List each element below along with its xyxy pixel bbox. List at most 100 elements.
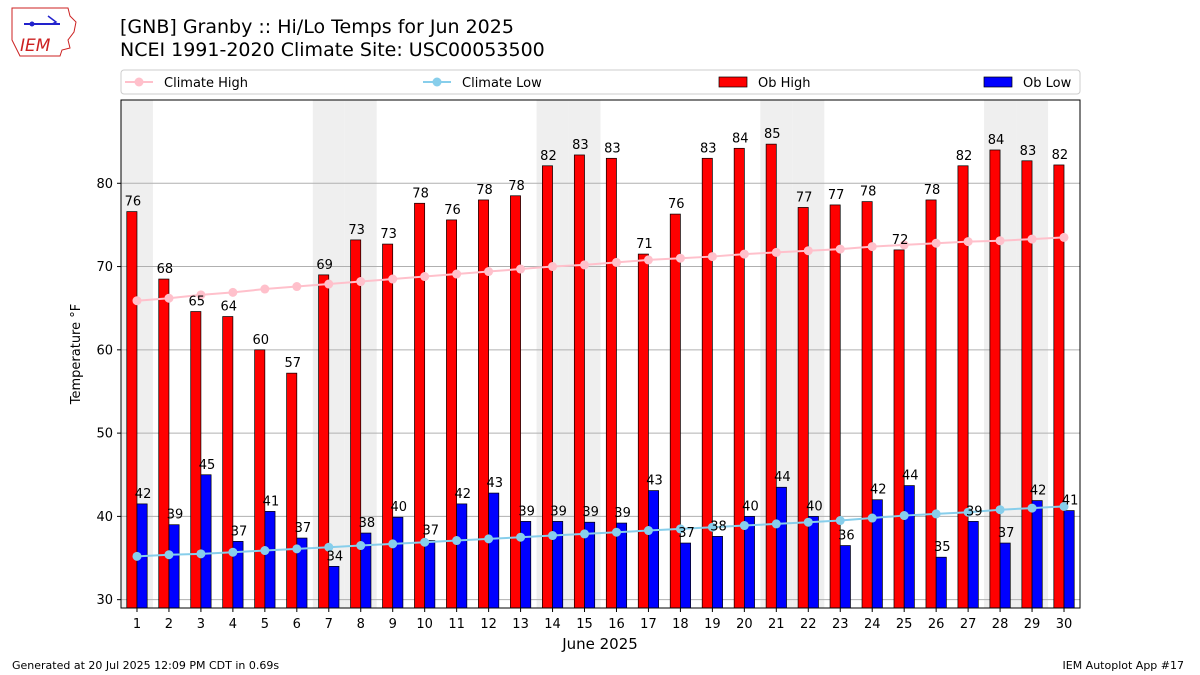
y-tick-label: 30 <box>96 593 113 608</box>
ob-high-label: 76 <box>668 197 685 212</box>
climate-high-point <box>771 247 781 257</box>
climate-high-point <box>963 237 973 247</box>
chart-title: [GNB] Granby :: Hi/Lo Temps for Jun 2025 <box>120 16 514 38</box>
ob-low-label: 41 <box>1062 494 1079 509</box>
ob-high-label: 83 <box>604 141 621 156</box>
climate-low-point <box>580 529 590 539</box>
x-tick-label: 16 <box>608 617 625 632</box>
climate-low-point <box>292 544 302 554</box>
ob-low-label: 42 <box>870 483 887 498</box>
ob-high-bar <box>414 202 426 609</box>
ob-high-bar <box>222 316 234 609</box>
logo-text: IEM <box>20 36 51 56</box>
climate-high-point <box>739 249 749 259</box>
climate-low-point <box>548 531 558 541</box>
ob-low-label: 44 <box>774 470 791 485</box>
climate-high-point <box>356 277 366 287</box>
ob-low-bar <box>999 542 1011 609</box>
ob-low-label: 36 <box>838 529 855 544</box>
y-axis-label: Temperature °F <box>69 304 84 405</box>
ob-low-bar <box>328 566 340 609</box>
climate-high-point <box>580 260 590 270</box>
x-tick-label: 26 <box>928 617 945 632</box>
ob-low-bar <box>903 485 915 609</box>
x-tick-label: 22 <box>800 617 817 632</box>
ob-low-bar <box>424 540 436 609</box>
ob-high-bar <box>957 165 969 609</box>
climate-high-point <box>803 246 813 256</box>
climate-low-point <box>420 537 430 547</box>
climate-low-point <box>484 534 494 544</box>
climate-high-point <box>548 262 558 272</box>
x-tick-label: 2 <box>165 617 173 632</box>
ob-high-bar <box>829 204 841 609</box>
ob-low-label: 37 <box>423 524 440 539</box>
climate-low-point <box>132 551 142 561</box>
ob-low-label: 42 <box>454 487 471 502</box>
x-tick-label: 10 <box>416 617 433 632</box>
ob-low-label: 39 <box>550 504 567 519</box>
climate-low-point <box>164 550 174 560</box>
ob-low-label: 35 <box>934 540 951 555</box>
climate-high-point <box>196 290 206 300</box>
ob-high-label: 64 <box>221 300 238 315</box>
ob-low-label: 37 <box>678 526 695 541</box>
climate-high-point <box>675 253 685 263</box>
ob-high-label: 72 <box>892 233 909 248</box>
ob-low-label: 40 <box>806 499 823 514</box>
ob-low-bar <box>648 490 660 609</box>
x-tick-label: 23 <box>832 617 849 632</box>
climate-high-point <box>867 242 877 252</box>
x-tick-label: 30 <box>1056 617 1073 632</box>
ob-low-label: 37 <box>231 524 248 539</box>
ob-high-bar <box>254 349 266 609</box>
ob-low-label: 43 <box>486 476 503 491</box>
ob-high-label: 65 <box>189 295 206 310</box>
climate-low-point <box>835 516 845 526</box>
x-tick-label: 18 <box>672 617 689 632</box>
ob-high-bar <box>541 165 553 609</box>
x-tick-label: 20 <box>736 617 753 632</box>
x-tick-label: 28 <box>992 617 1009 632</box>
ob-high-label: 82 <box>956 149 973 164</box>
x-tick-label: 4 <box>229 617 237 632</box>
x-tick-label: 8 <box>357 617 365 632</box>
ob-high-bar <box>573 154 585 609</box>
x-tick-label: 24 <box>864 617 881 632</box>
ob-high-bar <box>701 157 713 609</box>
ob-high-bar <box>765 143 777 609</box>
ob-high-label: 83 <box>1020 144 1037 159</box>
x-tick-label: 17 <box>640 617 657 632</box>
ob-low-bar <box>392 516 404 609</box>
plot-frame <box>120 99 1081 609</box>
ob-low-label: 39 <box>167 508 184 523</box>
ob-high-bar <box>797 207 809 609</box>
climate-high-point <box>452 269 462 279</box>
climate-high-point <box>228 287 238 297</box>
legend-swatch-bar <box>983 76 1013 88</box>
ob-high-label: 83 <box>572 138 589 153</box>
x-tick-label: 27 <box>960 617 977 632</box>
climate-low-point <box>611 527 621 537</box>
ob-low-label: 37 <box>295 521 312 536</box>
ob-low-label: 42 <box>1030 484 1047 499</box>
ob-high-bar <box>605 157 617 609</box>
ob-low-bar <box>1063 510 1075 609</box>
climate-low-point <box>1027 503 1037 513</box>
legend: Climate High Climate Low Ob High Ob Low <box>120 69 1081 95</box>
climate-low-point <box>739 521 749 531</box>
climate-low-point <box>452 536 462 546</box>
ob-low-bar <box>839 545 851 609</box>
x-tick-label: 3 <box>197 617 205 632</box>
x-tick-label: 6 <box>293 617 301 632</box>
x-axis-label: June 2025 <box>561 635 638 653</box>
ob-high-bar <box>350 239 362 609</box>
ob-low-label: 39 <box>582 505 599 520</box>
ob-high-label: 57 <box>284 356 301 371</box>
ob-low-label: 34 <box>327 549 344 564</box>
footer-generated: Generated at 20 Jul 2025 12:09 PM CDT in… <box>12 659 280 672</box>
climate-low-point <box>228 547 238 557</box>
climate-low-point <box>260 546 270 556</box>
climate-low-point <box>388 539 398 549</box>
